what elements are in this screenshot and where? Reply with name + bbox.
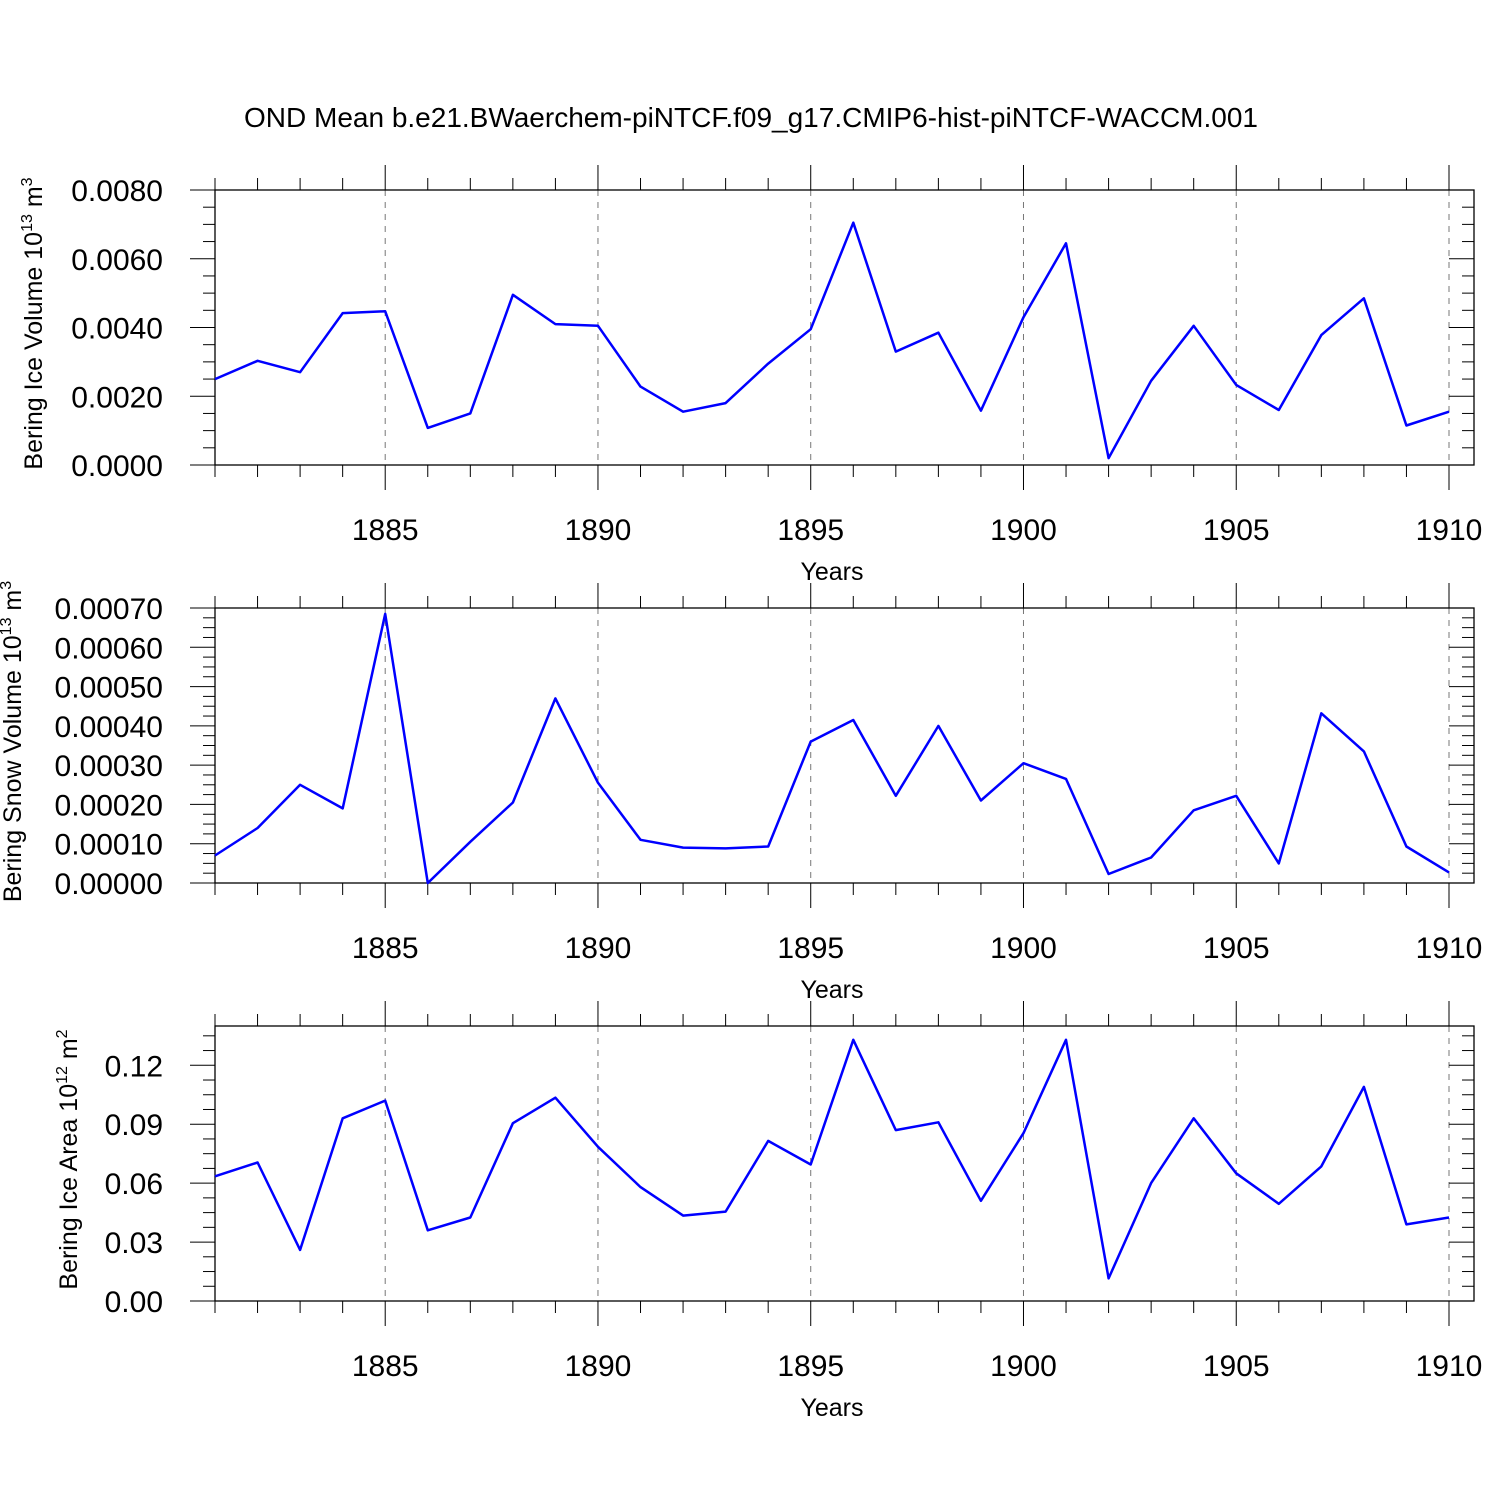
y-tick-label: 0.0040 [71, 313, 163, 346]
y-tick-label: 0.06 [105, 1168, 163, 1201]
chart-title: OND Mean b.e21.BWaerchem-piNTCF.f09_g17.… [244, 102, 1258, 133]
x-tick-label: 1885 [352, 514, 419, 547]
x-tick-label: 1900 [990, 514, 1057, 547]
y-tick-label: 0.12 [105, 1050, 163, 1083]
x-tick-label: 1895 [777, 514, 844, 547]
x-tick-label: 1885 [352, 932, 419, 965]
x-tick-label: 1905 [1203, 932, 1270, 965]
y-tick-label: 0.0060 [71, 244, 163, 277]
panel-ice-area: 1885 1890 1895 1900 1905 1910 Years 0.00 0.03 0.0… [54, 1001, 1482, 1422]
series-line-snow-volume [214, 612, 1450, 885]
y-tick-label: 0.00000 [55, 868, 163, 901]
x-axis-label: Years [800, 558, 863, 586]
x-axis-label: Years [800, 1394, 863, 1422]
plot-frame [214, 1025, 1475, 1302]
y-axis-label: Bering Ice Volume 1013 m3 [19, 177, 48, 469]
panel-snow-volume: 1885 1890 1895 1900 1905 1910 Years 0.00000 0.00… [0, 581, 1482, 1004]
series-line-ice-volume [214, 221, 1450, 460]
x-tick-label: 1900 [990, 932, 1057, 965]
y-tick-label: 0.09 [105, 1109, 163, 1142]
y-tick-label: 0.00020 [55, 789, 163, 822]
y-tick-label: 0.03 [105, 1227, 163, 1260]
y-tick-label: 0.00060 [55, 632, 163, 665]
x-axis-label: Years [800, 976, 863, 1004]
x-tick-label: 1885 [352, 1350, 419, 1383]
x-tick-label: 1910 [1416, 514, 1483, 547]
series-line-ice-area [214, 1038, 1450, 1280]
x-tick-label: 1890 [565, 514, 632, 547]
x-tick-label: 1895 [777, 1350, 844, 1383]
x-tick-label: 1890 [565, 932, 632, 965]
y-tick-label: 0.00040 [55, 711, 163, 744]
y-axis-label: Bering Ice Area 1012 m2 [54, 1029, 83, 1289]
y-tick-label: 0.0020 [71, 381, 163, 414]
y-tick-label: 0.00050 [55, 672, 163, 705]
x-tick-label: 1910 [1416, 932, 1483, 965]
y-tick-label: 0.0000 [71, 450, 163, 483]
chart-panels: 1885 1890 1895 1900 1905 1910 Years 0.0000 0.002… [0, 165, 1482, 1422]
y-tick-label: 0.00 [105, 1286, 163, 1319]
x-tick-label: 1910 [1416, 1350, 1483, 1383]
x-tick-label: 1890 [565, 1350, 632, 1383]
y-tick-label: 0.00070 [55, 593, 163, 626]
plot-frame [214, 189, 1475, 466]
x-tick-label: 1905 [1203, 1350, 1270, 1383]
y-axis-label: Bering Snow Volume 1013 m3 [0, 581, 27, 902]
y-tick-label: 0.00030 [55, 750, 163, 783]
x-tick-label: 1895 [777, 932, 844, 965]
y-tick-label: 0.0080 [71, 175, 163, 208]
y-tick-label: 0.00010 [55, 829, 163, 862]
x-tick-label: 1905 [1203, 514, 1270, 547]
panel-ice-volume: 1885 1890 1895 1900 1905 1910 Years 0.0000 0.002… [19, 165, 1482, 586]
x-tick-label: 1900 [990, 1350, 1057, 1383]
